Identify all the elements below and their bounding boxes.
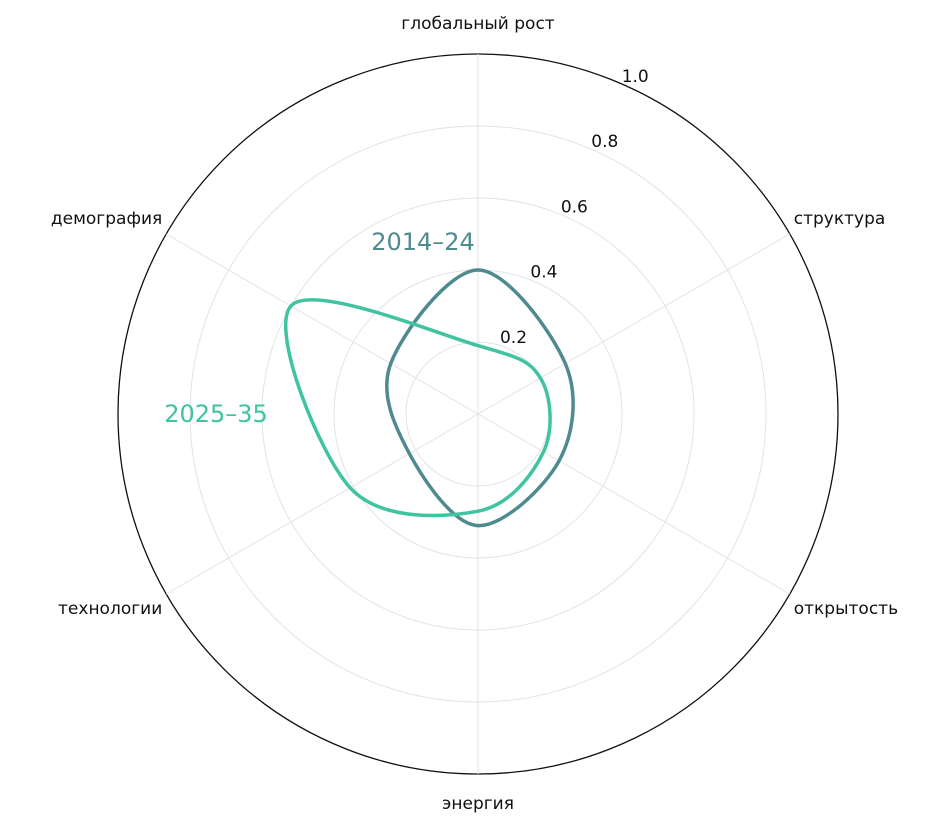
series-line bbox=[385, 268, 575, 528]
r-tick-label: 1.0 bbox=[622, 67, 649, 87]
series-label: 2014–24 bbox=[371, 228, 475, 256]
category-label: технологии bbox=[58, 599, 162, 619]
r-tick-label: 0.4 bbox=[530, 263, 557, 283]
series-line bbox=[284, 298, 552, 518]
spoke bbox=[165, 233, 479, 415]
spoke bbox=[165, 413, 479, 595]
r-tick-label: 0.2 bbox=[500, 328, 527, 348]
category-label: глобальный рост bbox=[401, 14, 555, 34]
r-tick-label: 0.8 bbox=[591, 132, 618, 152]
r-tick-label: 0.6 bbox=[561, 197, 588, 217]
spoke bbox=[477, 233, 791, 415]
category-label: открытость bbox=[794, 599, 898, 619]
series-label: 2025–35 bbox=[164, 400, 268, 428]
category-label: энергия bbox=[442, 794, 514, 814]
category-label: структура bbox=[794, 209, 886, 229]
spoke bbox=[477, 413, 791, 595]
category-label: демография bbox=[51, 209, 162, 229]
